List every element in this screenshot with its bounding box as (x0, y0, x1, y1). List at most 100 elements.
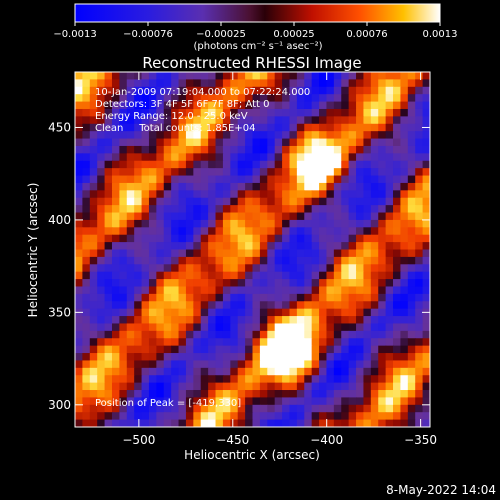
heatmap-cell (104, 404, 113, 413)
heatmap-cell (296, 271, 305, 280)
heatmap-cell (75, 234, 83, 243)
heatmap-cell (378, 227, 387, 236)
heatmap-cell (356, 175, 365, 184)
heatmap-cell (267, 72, 276, 80)
heatmap-cell (385, 301, 394, 310)
heatmap-cell (156, 397, 165, 406)
heatmap-cell (148, 293, 157, 302)
heatmap-cell (156, 205, 165, 214)
heatmap-cell (222, 353, 231, 362)
heatmap-cell (400, 279, 409, 288)
heatmap-cell (274, 219, 283, 228)
heatmap-cell (341, 145, 350, 154)
heatmap-cell (156, 138, 165, 147)
heatmap-cell (407, 227, 416, 236)
heatmap-cell (363, 79, 372, 88)
heatmap-cell (185, 227, 194, 236)
heatmap-cell (385, 86, 394, 95)
heatmap-cell (356, 138, 365, 147)
heatmap-cell (230, 197, 239, 206)
heatmap-cell (215, 153, 224, 162)
heatmap-cell (111, 227, 120, 236)
heatmap-cell (89, 190, 98, 199)
heatmap-cell (400, 286, 409, 295)
heatmap-cell (274, 197, 283, 206)
heatmap-cell (97, 360, 106, 369)
heatmap-cell (245, 330, 254, 339)
heatmap-cell (385, 131, 394, 140)
heatmap-cell (326, 79, 335, 88)
heatmap-cell (163, 330, 172, 339)
heatmap-cell (119, 264, 128, 273)
heatmap-cell (82, 108, 91, 117)
heatmap-cell (178, 256, 187, 265)
heatmap-cell (289, 301, 298, 310)
heatmap-cell (178, 212, 187, 221)
heatmap-cell (363, 390, 372, 399)
heatmap-cell (200, 412, 209, 421)
heatmap-cell (259, 271, 268, 280)
heatmap-cell (193, 219, 202, 228)
heatmap-cell (407, 256, 416, 265)
heatmap-cell (341, 116, 350, 125)
heatmap-cell (82, 353, 91, 362)
heatmap-cell (82, 190, 91, 199)
heatmap-cell (252, 256, 261, 265)
heatmap-cell (215, 323, 224, 332)
heatmap-cell (311, 323, 320, 332)
heatmap-cell (185, 316, 194, 325)
heatmap-cell (178, 123, 187, 132)
heatmap-cell (422, 168, 430, 177)
heatmap-cell (370, 168, 379, 177)
heatmap-cell (178, 138, 187, 147)
heatmap-cell (259, 279, 268, 288)
heatmap-cell (400, 419, 409, 427)
heatmap-cell (75, 286, 83, 295)
heatmap-cell (171, 138, 180, 147)
heatmap-cell (134, 197, 143, 206)
heatmap-cell (252, 190, 261, 199)
heatmap-cell (259, 94, 268, 103)
heatmap-cell (370, 338, 379, 347)
heatmap-cell (126, 279, 135, 288)
heatmap-cell (326, 330, 335, 339)
heatmap-cell (415, 397, 424, 406)
heatmap-cell (326, 160, 335, 169)
heatmap-cell (75, 182, 83, 191)
heatmap-cell (156, 323, 165, 332)
heatmap-cell (178, 160, 187, 169)
heatmap-cell (267, 367, 276, 376)
heatmap-cell (134, 367, 143, 376)
heatmap-cell (400, 338, 409, 347)
heatmap-cell (156, 345, 165, 354)
heatmap-cell (208, 316, 217, 325)
heatmap-cell (237, 412, 246, 421)
heatmap-cell (341, 153, 350, 162)
heatmap-cell (215, 145, 224, 154)
heatmap-cell (304, 419, 313, 427)
heatmap-cell (208, 153, 217, 162)
heatmap-cell (393, 330, 402, 339)
heatmap-cell (378, 271, 387, 280)
heatmap-cell (185, 249, 194, 258)
heatmap-cell (141, 86, 150, 95)
heatmap-cell (407, 316, 416, 325)
heatmap-cell (148, 249, 157, 258)
heatmap-cell (222, 182, 231, 191)
heatmap-cell (378, 219, 387, 228)
heatmap-cell (348, 375, 357, 384)
heatmap-cell (296, 264, 305, 273)
heatmap-cell (407, 293, 416, 302)
heatmap-cell (304, 323, 313, 332)
heatmap-cell (141, 205, 150, 214)
heatmap-cell (385, 397, 394, 406)
heatmap-cell (200, 205, 209, 214)
heatmap-cell (222, 256, 231, 265)
heatmap-cell (104, 108, 113, 117)
x-tick-label: −450 (216, 433, 249, 447)
heatmap-cell (215, 116, 224, 125)
heatmap-cell (185, 323, 194, 332)
heatmap-cell (163, 86, 172, 95)
heatmap-cell (97, 397, 106, 406)
heatmap-cell (326, 123, 335, 132)
